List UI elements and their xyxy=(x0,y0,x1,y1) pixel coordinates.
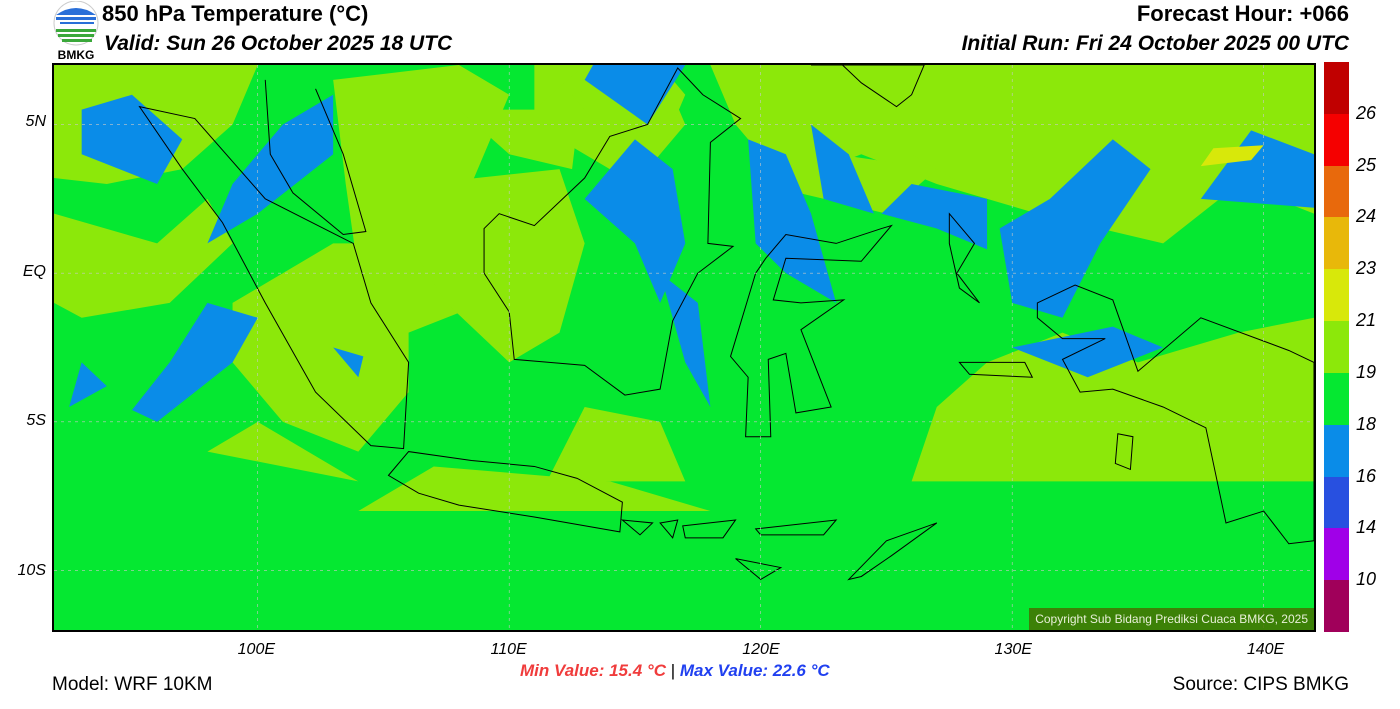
colorbar-segment xyxy=(1324,269,1349,322)
coast-halmahera xyxy=(949,214,979,303)
lon-label: 130E xyxy=(994,641,1032,658)
coast-malaya xyxy=(265,80,366,235)
source-label: Source: CIPS BMKG xyxy=(1172,674,1349,695)
colorbar-label: 21 xyxy=(1356,310,1377,331)
model-label: Model: WRF 10KM xyxy=(52,674,213,695)
bmkg-logo: BMKG xyxy=(53,1,99,61)
colorbar-segment xyxy=(1324,528,1349,581)
coast-lesser-sunda xyxy=(622,520,836,538)
coast-timor xyxy=(849,523,937,580)
temperature-map: Copyright Sub Bidang Prediksi Cuaca BMKG… xyxy=(52,63,1316,632)
chart-title: 850 hPa Temperature (°C) xyxy=(102,1,369,26)
lime-zones xyxy=(54,65,1314,571)
colorbar-label: 19 xyxy=(1356,361,1377,382)
yellow-zones xyxy=(1200,145,1264,167)
colorbar-segment xyxy=(1324,476,1349,529)
colorbar-segment xyxy=(1324,217,1349,270)
max-value: Max Value: 22.6 °C xyxy=(679,661,830,680)
min-value: Min Value: 15.4 °C xyxy=(520,661,666,680)
map-field xyxy=(54,65,1314,630)
colorbar-label: 24 xyxy=(1356,206,1377,227)
valid-time: Valid: Sun 26 October 2025 18 UTC xyxy=(104,32,453,55)
colorbar-segment xyxy=(1324,580,1349,632)
coast-mindanao xyxy=(811,65,924,107)
colorbar-segment xyxy=(1324,424,1349,477)
coast-sumba xyxy=(736,559,781,580)
colorbar-label: 25 xyxy=(1356,154,1377,175)
lat-label: EQ xyxy=(22,262,46,280)
coastlines xyxy=(140,65,1314,579)
colorbar-segment xyxy=(1324,165,1349,218)
copyright-notice: Copyright Sub Bidang Prediksi Cuaca BMKG… xyxy=(1029,608,1314,630)
lon-label: 100E xyxy=(237,641,276,658)
blue-zones xyxy=(69,65,1314,422)
colorbar-label: 26 xyxy=(1356,102,1377,123)
lon-label: 140E xyxy=(1246,641,1285,658)
colorbar-label: 16 xyxy=(1356,465,1377,486)
colorbar-segment xyxy=(1324,113,1349,166)
coast-seram xyxy=(959,362,1032,377)
lat-label: 5N xyxy=(25,112,46,130)
min-max-values: Min Value: 15.4 °C | Max Value: 22.6 °C xyxy=(520,661,830,681)
coast-sulawesi xyxy=(731,226,892,437)
lon-label: 120E xyxy=(742,641,780,658)
colorbar-label: 14 xyxy=(1356,517,1377,538)
lon-label: 110E xyxy=(490,641,527,658)
colorbar-segment xyxy=(1324,321,1349,373)
coast-new-guinea xyxy=(1037,285,1314,544)
svg-text:BMKG: BMKG xyxy=(58,48,95,61)
colorbar-label: 18 xyxy=(1356,413,1377,434)
coast-borneo xyxy=(484,68,741,395)
separator: | xyxy=(670,661,676,680)
colorbar xyxy=(1324,62,1349,632)
coast-aru xyxy=(1115,434,1133,470)
gridlines xyxy=(54,65,1314,630)
colorbar-segment xyxy=(1324,372,1349,425)
colorbar-label: 10 xyxy=(1356,569,1377,590)
initial-run: Initial Run: Fri 24 October 2025 00 UTC xyxy=(961,32,1349,55)
lat-label: 5S xyxy=(26,412,46,430)
lat-label: 10S xyxy=(17,562,46,580)
coast-sumatra xyxy=(140,107,409,449)
coast-java xyxy=(388,452,622,532)
forecast-hour: Forecast Hour: +066 xyxy=(1136,1,1349,26)
colorbar-label: 23 xyxy=(1356,258,1377,279)
colorbar-segment xyxy=(1324,62,1349,114)
